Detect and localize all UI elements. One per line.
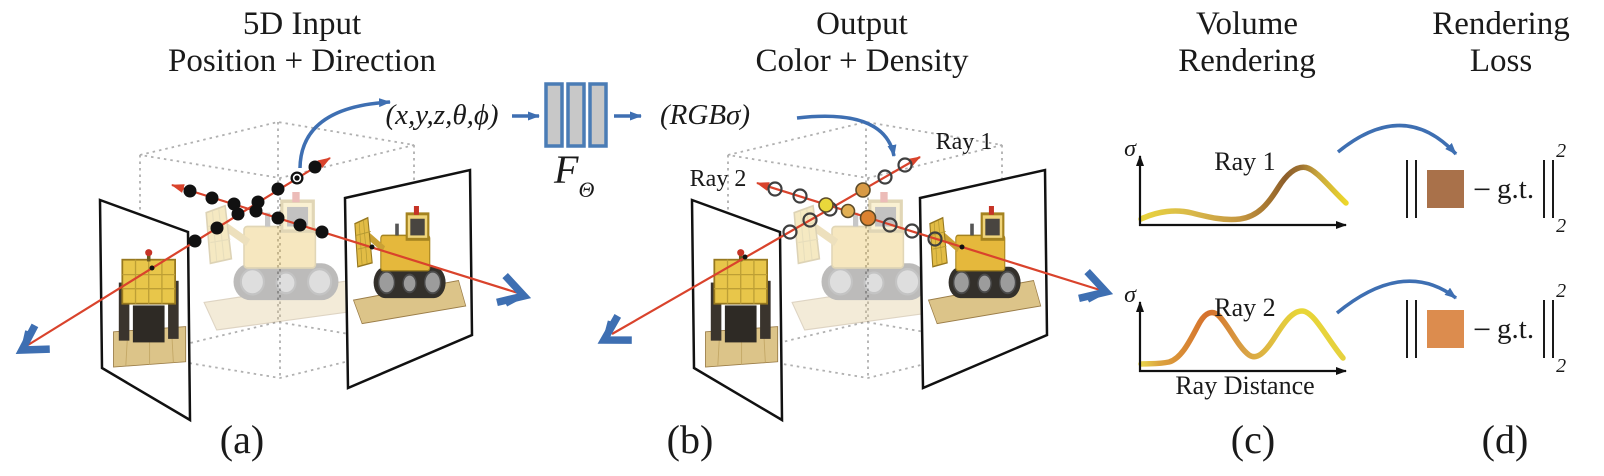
ray1-scene-label: Ray 1: [935, 129, 993, 155]
density-plot-ray2: [1136, 301, 1347, 375]
ray-distance-axis-label: Ray Distance: [1175, 371, 1315, 400]
header-c-line2: Rendering: [1178, 43, 1316, 79]
minus-sign: −: [1473, 170, 1492, 207]
ray-sample-points-a: [149, 160, 375, 271]
header-a: 5D Input Position + Direction: [132, 6, 472, 80]
density-plot-ray1: [1136, 155, 1349, 229]
network-symbol: F: [554, 147, 579, 192]
colored-sample-points-b: [818, 182, 877, 227]
render-to-loss-arrow-1: [1336, 123, 1458, 156]
sample-to-input-arrow: [298, 98, 391, 169]
norm-exponent: 2: [1556, 280, 1567, 302]
image-plane-left-a: [98, 198, 192, 423]
camera-icon: [597, 316, 632, 352]
norm-open-bars: [1406, 300, 1417, 358]
header-c-line1: Volume: [1195, 6, 1299, 42]
image-plane-right-a: [343, 168, 474, 390]
sigma-axis-label-2: σ: [1124, 282, 1136, 308]
loss-term-ray2: − g.t. 2 2: [1406, 280, 1566, 377]
output-values: (RGBσ): [660, 99, 750, 131]
caption-c: (c): [1230, 417, 1276, 462]
header-d-line2: Loss: [1469, 43, 1533, 79]
caption-b: (b): [666, 417, 714, 462]
output-to-sample-arrow: [796, 114, 897, 157]
norm-subscript: 2: [1556, 215, 1567, 237]
predicted-color-swatch-ray2: [1427, 310, 1464, 348]
ray1-plot-label: Ray 1: [1214, 147, 1276, 176]
ground-truth-label: g.t.: [1497, 172, 1535, 205]
ray1-density-curve: [1138, 164, 1349, 223]
caption-d: (d): [1481, 417, 1529, 462]
predicted-color-swatch-ray1: [1427, 170, 1464, 208]
ray-sample-circles-b: [767, 157, 943, 247]
norm-open-bars: [1406, 160, 1417, 218]
header-d: Rendering Loss: [1391, 6, 1604, 80]
header-c: Volume Rendering: [1122, 6, 1372, 80]
ray2-plot-label: Ray 2: [1214, 293, 1276, 322]
selected-sample-point: [290, 171, 304, 185]
minus-sign: −: [1473, 310, 1492, 347]
header-b-line2: Color + Density: [755, 43, 969, 79]
scene-a: [15, 98, 529, 423]
header-b-line1: Output: [816, 6, 908, 42]
header-d-line1: Rendering: [1432, 6, 1570, 42]
sigma-axis-label-1: σ: [1124, 136, 1136, 162]
header-b: Output Color + Density: [712, 6, 1012, 80]
image-plane-right-b: [918, 168, 1049, 390]
norm-close-bars: 2 2: [1543, 140, 1566, 237]
network-subscript: Θ: [578, 177, 595, 202]
header-a-line1: 5D Input: [242, 6, 362, 42]
input-coordinates: (x,y,z,θ,ϕ): [385, 99, 499, 131]
scene-object-faint: [204, 192, 368, 330]
scene-b: [597, 114, 1110, 423]
loss-term-ray1: − g.t. 2 2: [1406, 140, 1566, 237]
network-label: FΘ: [554, 150, 594, 210]
norm-subscript: 2: [1556, 355, 1567, 377]
ground-truth-label: g.t.: [1497, 312, 1535, 345]
ray2-scene-label: Ray 2: [689, 166, 747, 192]
network-block: [512, 82, 642, 148]
norm-exponent: 2: [1556, 140, 1567, 162]
image-plane-left-b: [690, 198, 784, 423]
header-a-line2: Position + Direction: [168, 43, 436, 79]
render-to-loss-arrow-2: [1335, 279, 1458, 315]
ray2-density-curve: [1138, 308, 1346, 367]
caption-a: (a): [219, 417, 265, 462]
norm-close-bars: 2 2: [1543, 280, 1566, 377]
camera-icon: [497, 276, 528, 310]
